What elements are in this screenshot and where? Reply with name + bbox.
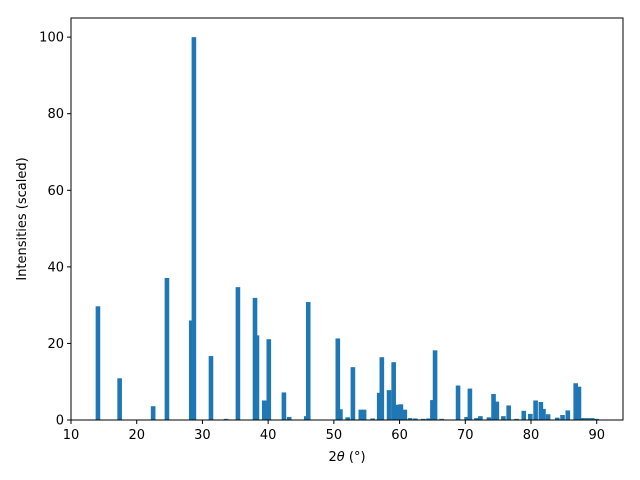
y-axis-label: Intensities (scaled)	[15, 157, 30, 280]
bar	[486, 417, 492, 420]
bar	[538, 402, 544, 420]
bar	[394, 404, 400, 420]
y-tick-label: 20	[47, 337, 64, 352]
bar	[398, 404, 404, 420]
x-axis-label: 2θ (°)	[328, 450, 365, 465]
bar	[420, 418, 426, 420]
bar	[391, 362, 396, 420]
bar-series	[95, 37, 600, 420]
x-tick-label: 30	[194, 428, 211, 443]
bar	[565, 410, 571, 420]
bar	[413, 418, 418, 420]
bar	[305, 302, 311, 420]
bar	[150, 406, 156, 420]
bar	[432, 350, 438, 420]
bar	[491, 393, 496, 420]
x-tick-label: 50	[326, 428, 343, 443]
x-tick-label: 80	[523, 428, 540, 443]
bar	[464, 416, 469, 420]
bar	[164, 277, 170, 420]
bar	[254, 335, 260, 420]
bar	[191, 37, 197, 420]
bar	[370, 418, 375, 420]
bar	[235, 287, 241, 420]
bar	[474, 418, 479, 420]
bar	[286, 416, 292, 420]
bar	[439, 418, 444, 420]
bar	[223, 418, 229, 420]
bar	[541, 408, 546, 420]
bar	[494, 401, 500, 420]
bar	[528, 413, 533, 420]
bar	[345, 417, 350, 420]
bar	[386, 390, 392, 420]
x-tick-label: 10	[63, 428, 80, 443]
y-tick-label: 100	[39, 31, 64, 46]
bar	[589, 418, 595, 420]
bar	[358, 409, 364, 420]
bar	[266, 339, 272, 420]
x-axis-ticks: 10 20 30 40 50 60 70 80 90	[63, 420, 605, 443]
x-tick-label: 70	[457, 428, 474, 443]
bar	[117, 378, 122, 420]
bar	[506, 405, 511, 420]
bar	[430, 400, 435, 420]
bar	[585, 418, 590, 420]
y-tick-label: 60	[47, 184, 64, 199]
y-axis-ticks: 0 20 40 60 80 100	[39, 31, 71, 429]
bar	[350, 367, 356, 420]
x-tick-label: 60	[391, 428, 408, 443]
bar	[335, 338, 341, 420]
bar	[379, 357, 385, 420]
bar	[594, 418, 600, 420]
x-tick-label: 40	[260, 428, 277, 443]
x-tick-label: 90	[588, 428, 605, 443]
x-axis-label-prefix: 2	[328, 450, 336, 465]
y-tick-label: 0	[56, 414, 64, 429]
bar	[514, 418, 519, 420]
bar	[573, 383, 578, 420]
bar	[95, 306, 101, 420]
bar	[560, 415, 565, 420]
bar	[521, 410, 527, 420]
bar	[501, 416, 506, 420]
bar	[376, 392, 382, 420]
bar	[467, 388, 473, 420]
bar	[407, 418, 413, 420]
bar	[188, 320, 194, 420]
y-tick-label: 40	[47, 260, 64, 275]
bar	[281, 392, 287, 420]
bar	[533, 400, 538, 420]
bar	[478, 416, 483, 420]
bar	[402, 409, 408, 420]
bar	[554, 417, 560, 420]
x-tick-label: 20	[128, 428, 145, 443]
bar	[208, 356, 214, 420]
bar	[455, 385, 461, 420]
bar	[580, 418, 586, 420]
x-axis-label-suffix: (°)	[345, 450, 366, 465]
bar	[426, 418, 431, 420]
bar	[545, 414, 551, 420]
bar	[361, 409, 367, 420]
bar	[338, 409, 343, 420]
y-tick-label: 80	[47, 107, 64, 122]
x-axis-label-symbol: θ	[337, 450, 345, 465]
plot-frame	[70, 17, 624, 421]
bar	[261, 400, 267, 420]
bar	[576, 386, 582, 420]
